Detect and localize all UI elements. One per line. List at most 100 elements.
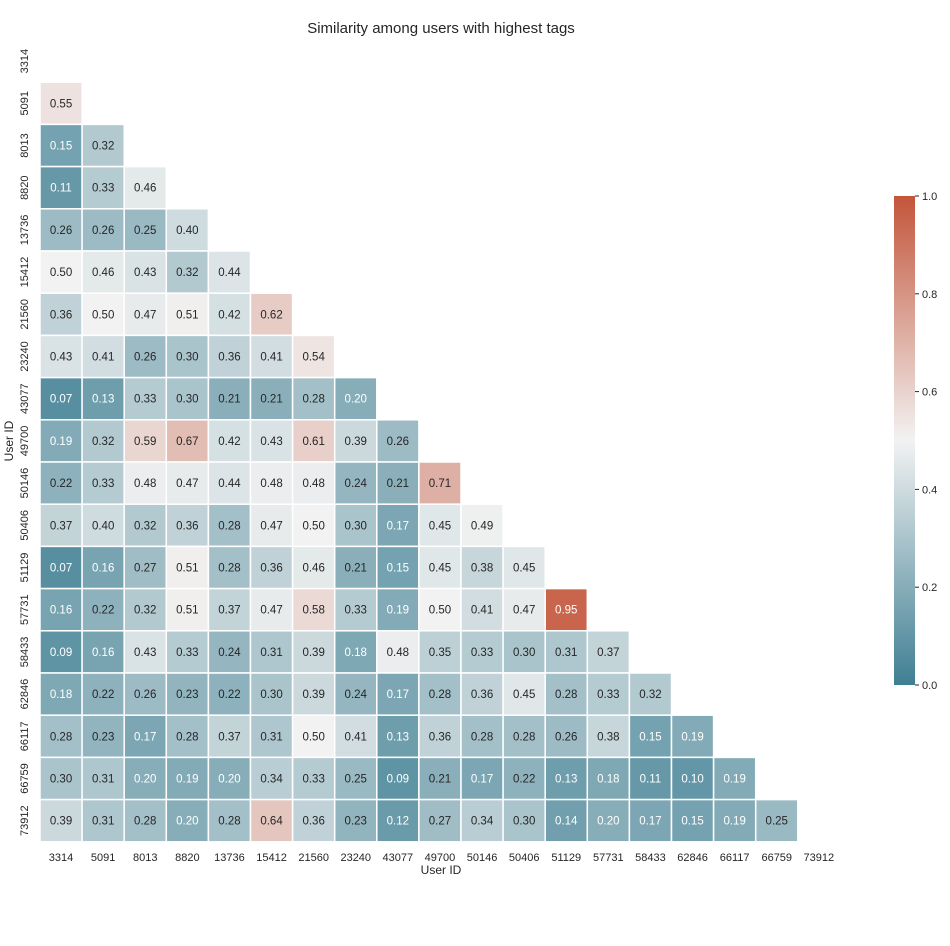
cell-value-label: 0.17 [387,520,409,532]
x-axis-label: User ID [421,863,462,877]
heatmap-cell: 0.20 [333,376,378,421]
heatmap-cell: 0.30 [249,672,294,716]
heatmap-cell: 0.41 [81,334,125,379]
heatmap-cell: 0.24 [333,461,378,505]
cell-value-label: 0.33 [92,478,114,490]
cell-value-label: 0.21 [387,478,409,490]
cell-value-label: 0.22 [92,689,114,701]
x-tick-label: 8820 [175,852,199,864]
cell-value-label: 0.46 [92,267,114,279]
cell-value-label: 0.39 [345,436,367,448]
cell-value-label: 0.40 [176,225,198,237]
cell-value-label: 0.21 [260,394,282,406]
cell-value-label: 0.38 [597,731,619,743]
heatmap-cell-rect [460,798,504,843]
heatmap-cell-rect [207,630,252,674]
heatmap-cell-rect [754,798,799,843]
heatmap-cell: 0.33 [291,756,336,801]
heatmap-cell-rect [291,587,336,632]
cell-value-label: 0.61 [302,436,324,448]
cell-value-label: 0.50 [92,309,114,321]
heatmap-cell-rect [376,461,420,505]
cell-value-label: 0.41 [471,605,493,617]
heatmap-cell-rect [502,630,546,674]
heatmap-cell: 0.50 [418,587,462,632]
heatmap-cell-rect [81,250,125,294]
cell-value-label: 0.48 [260,478,282,490]
heatmap-cell: 0.15 [670,798,715,843]
heatmap-cell: 0.43 [123,250,168,294]
heatmap-cell: 0.24 [207,630,252,674]
cell-value-label: 0.07 [50,563,72,575]
heatmap-cell: 0.46 [81,250,125,294]
cell-value-label: 0.27 [429,816,451,828]
cell-value-label: 0.28 [218,563,240,575]
heatmap-cell: 0.20 [165,798,210,843]
heatmap-cell: 0.40 [165,208,210,252]
y-tick-label: 50406 [19,510,31,541]
cell-value-label: 0.31 [555,647,577,659]
heatmap-cell: 0.13 [376,714,420,759]
heatmap-cell-rect [628,798,673,843]
cell-value-label: 0.36 [471,689,493,701]
cell-value-label: 0.26 [387,436,409,448]
cell-value-label: 0.20 [134,774,156,786]
heatmap-cell: 0.13 [81,376,125,421]
heatmap-cell-rect [39,714,83,759]
heatmap-cell: 0.51 [165,587,210,632]
heatmap-cell-rect [81,334,125,379]
cell-value-label: 0.16 [50,605,72,617]
cell-value-label: 0.47 [513,605,535,617]
heatmap-cell: 0.41 [249,334,294,379]
cell-value-label: 0.46 [302,563,324,575]
heatmap-cell: 0.49 [460,503,504,548]
heatmap-cell: 0.10 [670,756,715,801]
heatmap-cell: 0.31 [81,798,125,843]
cell-value-label: 0.32 [134,605,156,617]
y-tick-label: 13736 [19,215,31,246]
heatmap-cell: 0.50 [81,292,125,337]
cell-value-label: 0.45 [513,689,535,701]
heatmap-cell: 0.95 [544,587,589,632]
heatmap-cell: 0.22 [207,672,252,716]
cell-value-label: 0.40 [92,520,114,532]
heatmap-cell: 0.23 [165,672,210,716]
heatmap-cell: 0.47 [165,461,210,505]
heatmap-cell: 0.19 [376,587,420,632]
cell-value-label: 0.17 [639,816,661,828]
cell-value-label: 0.35 [429,647,451,659]
cell-value-label: 0.33 [92,183,114,195]
cell-value-label: 0.23 [176,689,198,701]
heatmap-cell-rect [81,292,125,337]
heatmap-cell: 0.36 [249,545,294,590]
cell-value-label: 0.13 [555,774,577,786]
cell-value-label: 0.20 [218,774,240,786]
heatmap-cell: 0.19 [165,756,210,801]
heatmap-cell: 0.20 [123,756,168,801]
heatmap-cell-rect [544,587,589,632]
heatmap-cell: 0.58 [291,587,336,632]
heatmap-cell-rect [333,376,378,421]
heatmap-cell: 0.46 [291,545,336,590]
heatmap-cell: 0.07 [39,376,83,421]
heatmap-cell: 0.26 [123,672,168,716]
heatmap-cell: 0.44 [207,461,252,505]
heatmap-cell: 0.67 [165,419,210,463]
heatmap-cell: 0.36 [207,334,252,379]
cell-value-label: 0.45 [429,563,451,575]
heatmap-cell-rect [165,630,210,674]
cell-value-label: 0.28 [134,816,156,828]
heatmap-cell-rect [123,798,168,843]
heatmap-cell: 0.28 [123,798,168,843]
x-tick-label: 5091 [91,852,115,864]
heatmap-cell: 0.26 [376,419,420,463]
y-tick-label: 43077 [19,383,31,414]
heatmap-cell: 0.30 [39,756,83,801]
y-tick-label: 23240 [19,341,31,372]
cell-value-label: 0.28 [513,731,535,743]
heatmap-cell: 0.47 [249,587,294,632]
cell-value-label: 0.15 [681,816,703,828]
heatmap-cell-rect [376,503,420,548]
cell-value-label: 0.22 [218,689,240,701]
x-tick-label: 13736 [214,852,245,864]
